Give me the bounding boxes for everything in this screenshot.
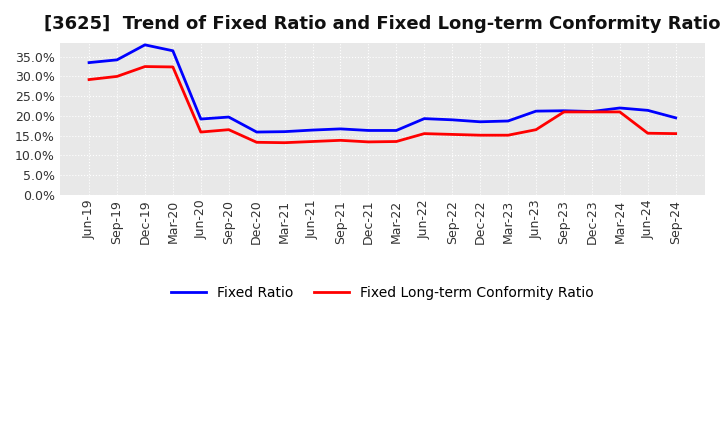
Fixed Long-term Conformity Ratio bbox=[197, 129, 205, 135]
Fixed Long-term Conformity Ratio bbox=[168, 64, 177, 70]
Fixed Ratio bbox=[112, 57, 121, 62]
Fixed Ratio bbox=[252, 129, 261, 135]
Fixed Long-term Conformity Ratio bbox=[140, 64, 149, 69]
Line: Fixed Ratio: Fixed Ratio bbox=[89, 45, 675, 132]
Fixed Long-term Conformity Ratio bbox=[112, 74, 121, 79]
Fixed Long-term Conformity Ratio bbox=[308, 139, 317, 144]
Fixed Long-term Conformity Ratio bbox=[671, 131, 680, 136]
Fixed Ratio bbox=[336, 126, 345, 132]
Fixed Long-term Conformity Ratio bbox=[392, 139, 400, 144]
Fixed Ratio bbox=[225, 114, 233, 120]
Fixed Ratio bbox=[588, 109, 596, 114]
Fixed Long-term Conformity Ratio bbox=[588, 109, 596, 114]
Fixed Ratio bbox=[85, 60, 94, 65]
Fixed Ratio bbox=[280, 129, 289, 134]
Fixed Ratio bbox=[671, 115, 680, 121]
Fixed Ratio bbox=[531, 109, 540, 114]
Title: [3625]  Trend of Fixed Ratio and Fixed Long-term Conformity Ratio: [3625] Trend of Fixed Ratio and Fixed Lo… bbox=[44, 15, 720, 33]
Fixed Long-term Conformity Ratio bbox=[252, 139, 261, 145]
Fixed Ratio bbox=[420, 116, 428, 121]
Fixed Long-term Conformity Ratio bbox=[85, 77, 94, 82]
Fixed Long-term Conformity Ratio bbox=[616, 109, 624, 114]
Fixed Ratio bbox=[504, 118, 513, 124]
Fixed Ratio bbox=[168, 48, 177, 53]
Fixed Long-term Conformity Ratio bbox=[448, 132, 456, 137]
Fixed Long-term Conformity Ratio bbox=[336, 138, 345, 143]
Fixed Ratio bbox=[616, 105, 624, 110]
Fixed Ratio bbox=[308, 128, 317, 133]
Fixed Ratio bbox=[392, 128, 400, 133]
Fixed Long-term Conformity Ratio bbox=[531, 127, 540, 132]
Legend: Fixed Ratio, Fixed Long-term Conformity Ratio: Fixed Ratio, Fixed Long-term Conformity … bbox=[166, 281, 599, 306]
Line: Fixed Long-term Conformity Ratio: Fixed Long-term Conformity Ratio bbox=[89, 66, 675, 143]
Fixed Long-term Conformity Ratio bbox=[225, 127, 233, 132]
Fixed Long-term Conformity Ratio bbox=[280, 140, 289, 145]
Fixed Ratio bbox=[197, 117, 205, 122]
Fixed Long-term Conformity Ratio bbox=[364, 139, 373, 145]
Fixed Long-term Conformity Ratio bbox=[644, 131, 652, 136]
Fixed Ratio bbox=[448, 117, 456, 122]
Fixed Ratio bbox=[559, 108, 568, 114]
Fixed Long-term Conformity Ratio bbox=[420, 131, 428, 136]
Fixed Long-term Conformity Ratio bbox=[504, 132, 513, 138]
Fixed Long-term Conformity Ratio bbox=[559, 109, 568, 114]
Fixed Long-term Conformity Ratio bbox=[476, 132, 485, 138]
Fixed Ratio bbox=[140, 42, 149, 48]
Fixed Ratio bbox=[364, 128, 373, 133]
Fixed Ratio bbox=[476, 119, 485, 125]
Fixed Ratio bbox=[644, 108, 652, 113]
